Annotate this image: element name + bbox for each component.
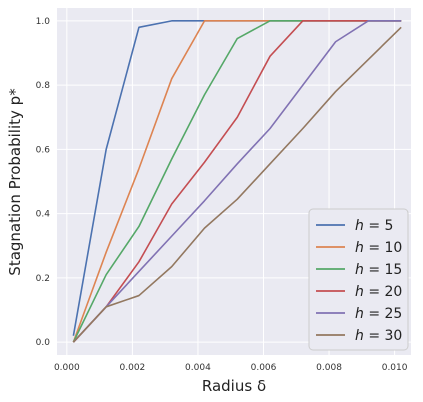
y-tick-label: 0.8 — [36, 81, 51, 91]
legend-label: h = 15 — [355, 262, 402, 278]
y-tick-label: 0.4 — [36, 210, 51, 220]
y-tick-label: 0.0 — [36, 338, 51, 348]
series-line-h30 — [72, 26, 402, 343]
x-tick-label: 0.006 — [251, 363, 277, 373]
legend: h = 5 h = 10 h = 15 h = 20 h = 25 h = 30 — [308, 208, 409, 351]
x-axis-label: Radius δ — [202, 377, 266, 395]
x-tick-label: 0.004 — [185, 363, 211, 373]
y-axis-label: Stagnation Probability p* — [6, 88, 24, 276]
series-lines — [72, 20, 402, 343]
legend-box — [308, 208, 409, 351]
x-tick-label: 0.002 — [120, 363, 146, 373]
series-line-h20 — [72, 20, 402, 343]
x-tick-label: 0.008 — [316, 363, 342, 373]
y-tick-label: 0.6 — [36, 145, 51, 155]
y-tick-label: 0.2 — [36, 274, 50, 284]
legend-label: h = 30 — [355, 328, 402, 344]
x-tick-label: 0.010 — [382, 363, 408, 373]
series-line-h25 — [72, 20, 402, 343]
y-tick-label: 1.0 — [36, 17, 51, 27]
x-tick-label: 0.000 — [54, 363, 80, 373]
legend-label: h = 20 — [355, 284, 402, 300]
legend-label: h = 5 — [355, 218, 393, 234]
legend-label: h = 25 — [355, 306, 402, 322]
grid — [57, 8, 411, 355]
tick-labels: 0.000 0.002 0.004 0.006 0.008 0.010 0.0 0.2 0.4 0… — [36, 17, 408, 373]
legend-label: h = 10 — [355, 240, 402, 256]
